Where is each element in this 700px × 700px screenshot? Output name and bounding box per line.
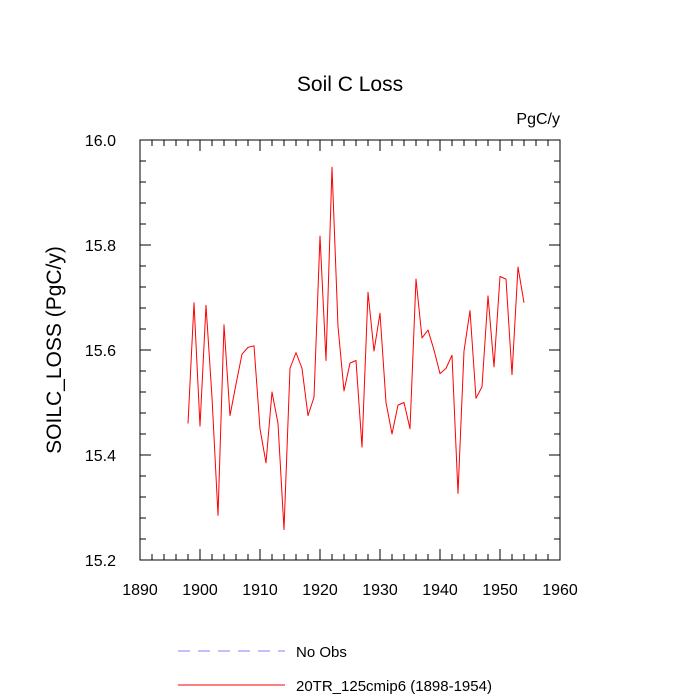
series-line-20tr: [187, 166, 525, 531]
y-tick-label: 15.6: [85, 343, 116, 360]
chart-title: Soil C Loss: [297, 73, 403, 96]
x-tick-label: 1950: [482, 582, 518, 599]
plot-frame: [139, 139, 561, 561]
axis-ticks: [139, 139, 561, 561]
legend: No Obs 20TR_125cmip6 (1898-1954): [178, 644, 492, 695]
x-tick-labels: 1890 1900 1910 1920 1930 1940 1950 1960: [122, 582, 578, 599]
y-tick-label: 15.4: [85, 448, 116, 465]
legend-label-20tr: 20TR_125cmip6 (1898-1954): [296, 678, 492, 695]
units-label: PgC/y: [516, 111, 560, 128]
x-tick-label: 1960: [542, 582, 578, 599]
x-tick-label: 1940: [422, 582, 458, 599]
y-tick-labels: 15.2 15.4 15.6 15.8 16.0: [85, 133, 116, 570]
legend-label-no-obs: No Obs: [296, 644, 347, 661]
x-tick-label: 1910: [242, 582, 278, 599]
y-tick-label: 16.0: [85, 133, 116, 150]
y-tick-label: 15.8: [85, 238, 116, 255]
series-group: [187, 166, 525, 531]
x-tick-label: 1920: [302, 582, 338, 599]
x-tick-label: 1930: [362, 582, 398, 599]
y-axis-label: SOILC_LOSS (PgC/y): [43, 246, 66, 454]
y-tick-label: 15.2: [85, 553, 116, 570]
x-tick-label: 1890: [122, 582, 158, 599]
x-tick-label: 1900: [182, 582, 218, 599]
